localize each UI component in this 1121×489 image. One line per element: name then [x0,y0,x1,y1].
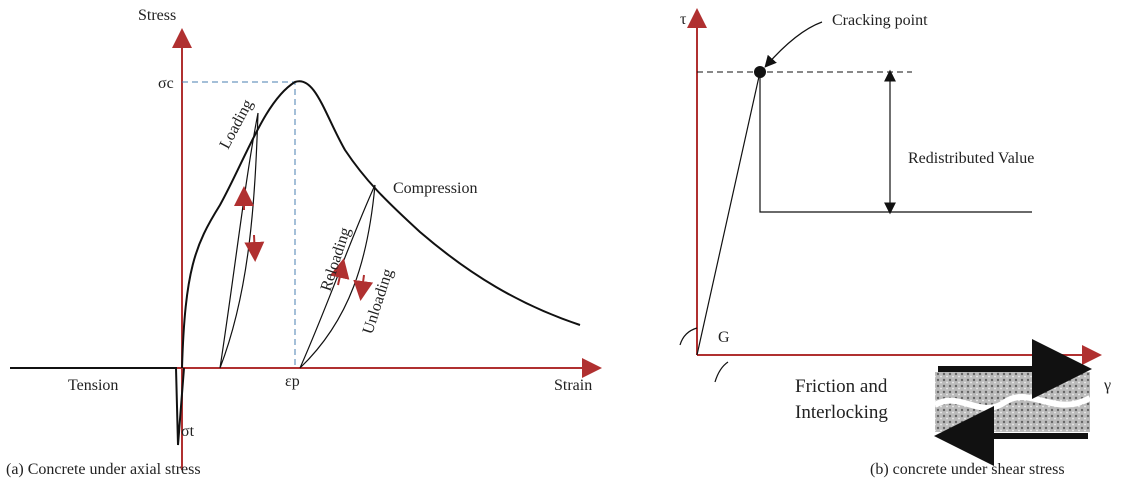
label: γ [1103,377,1111,394]
pointer [714,361,729,383]
label: Tension [68,377,118,394]
caption: (b) concrete under shear stress [870,461,1065,478]
cracking-point [754,66,766,78]
shear-panel: Cracking point Redistributed Value τ G γ… [679,8,1111,478]
tension-curve [10,367,185,446]
label: G [718,329,730,346]
interface [933,394,1092,411]
label: Friction and [795,376,888,397]
label: τ [680,11,687,28]
label: Stress [138,7,176,24]
label: Unloading [360,267,397,336]
pointer [764,21,823,68]
label: Redistributed Value [908,150,1034,167]
caption: (a) Concrete under axial stress [6,461,201,478]
label: Compression [393,180,477,197]
label: Cracking point [832,12,928,29]
arrow [329,258,350,286]
shear-curve [696,71,1032,356]
label: Interlocking [795,402,888,423]
arrow [244,234,265,262]
pointer [679,327,698,346]
label: σc [158,75,174,92]
loop-1 [219,112,259,369]
envelope-curve [181,80,581,369]
label: σt [181,423,195,440]
label: εp [285,373,300,390]
axial-panel: Stress σc Loading Compression Reloading … [6,7,602,478]
label: Strain [554,377,592,394]
arrow [353,274,374,301]
label: Reloading [318,225,354,293]
